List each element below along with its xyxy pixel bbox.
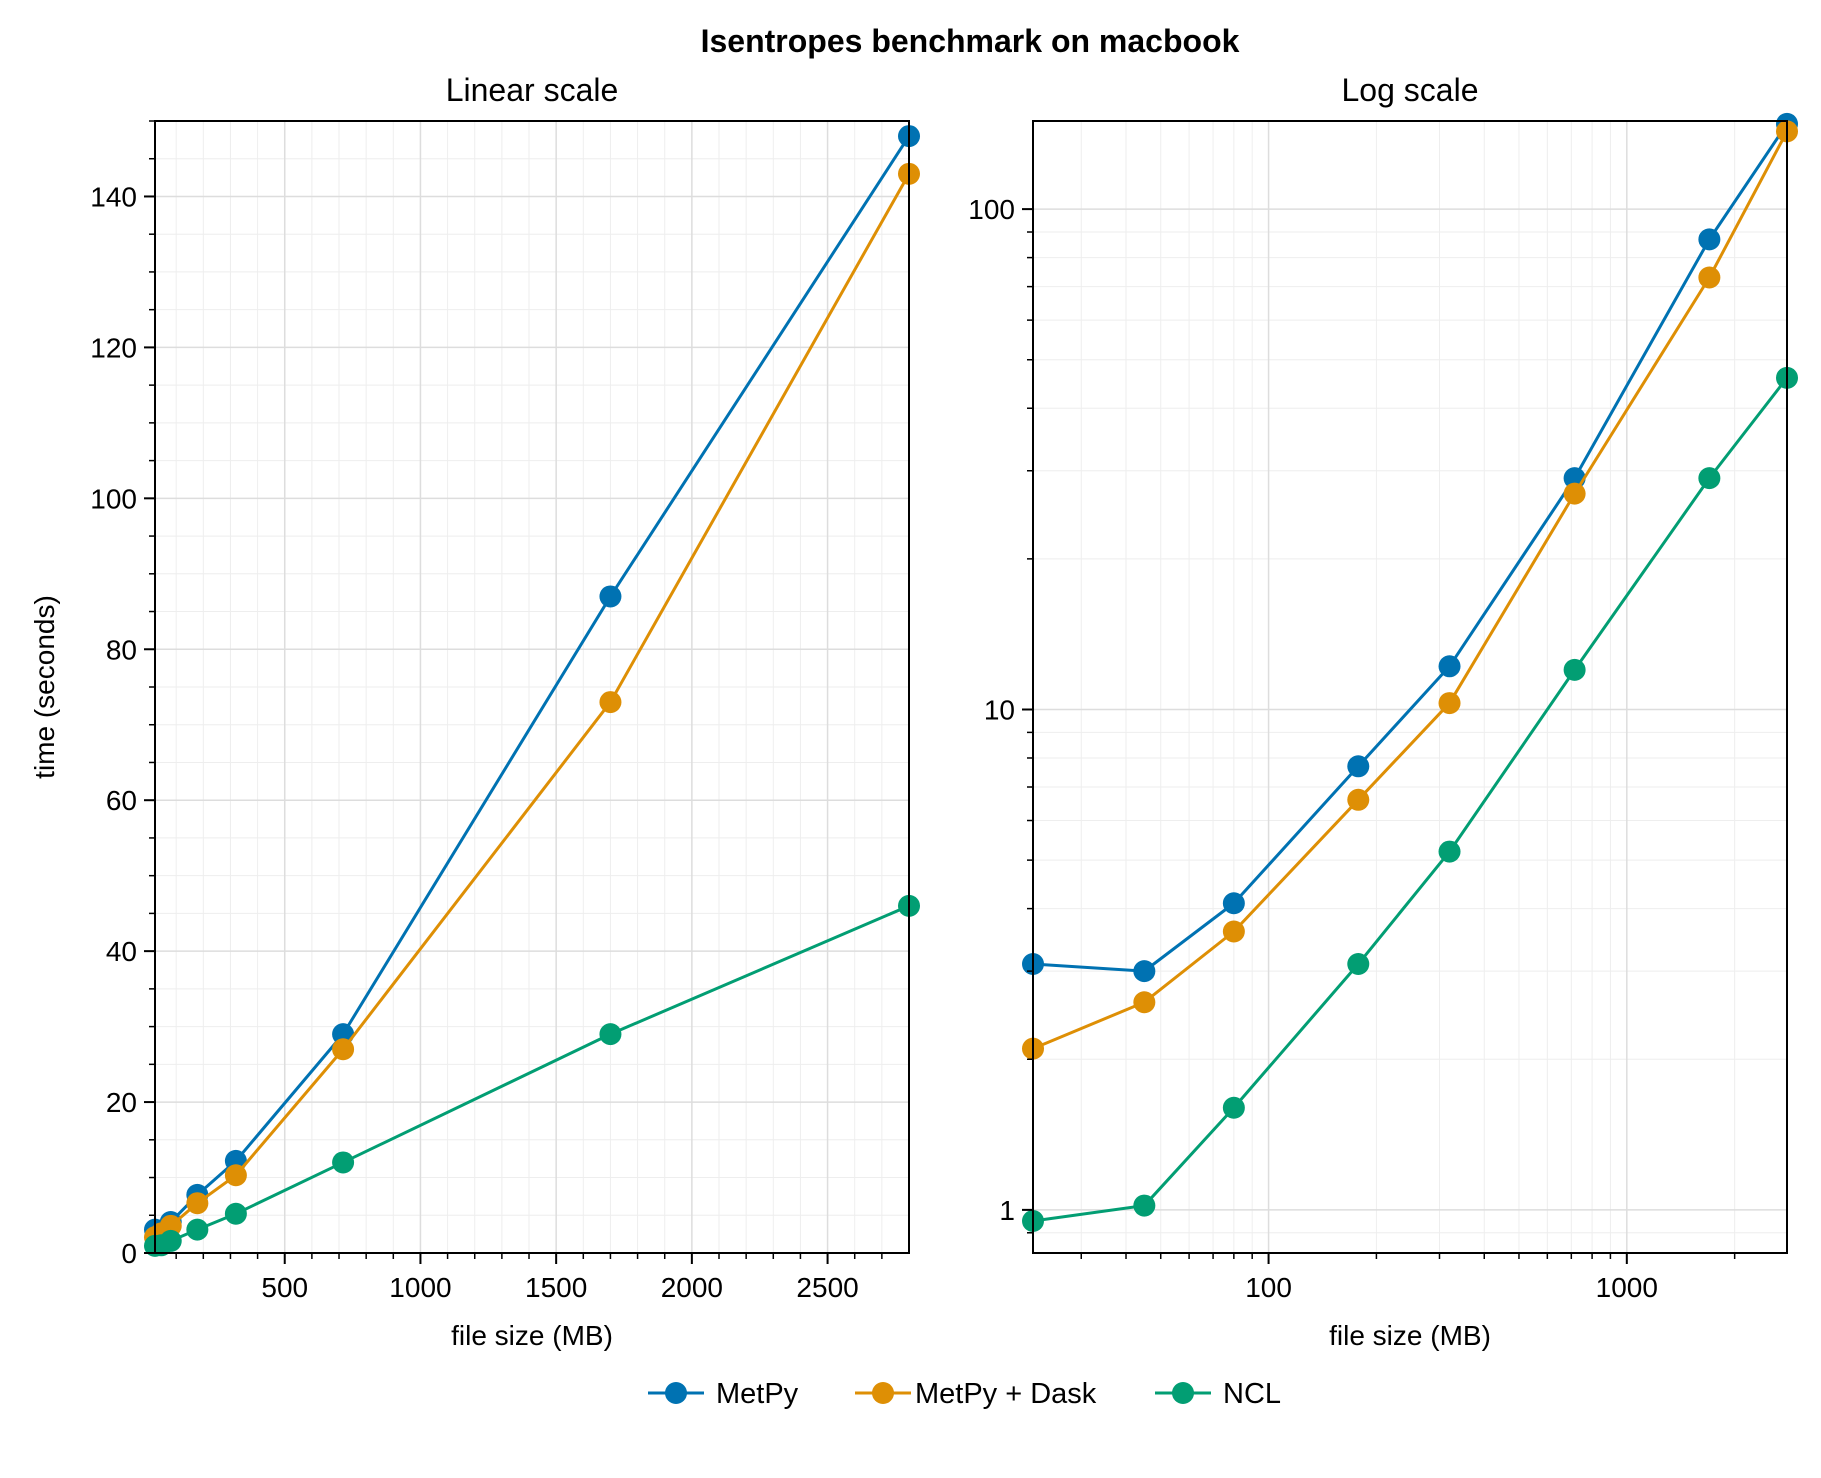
left-data-point-metpy-dask [186,1192,209,1215]
left-series-line-metpy [154,135,911,1232]
left-panel-title: Linear scale [446,72,619,108]
left-x-tick-label: 1000 [389,1272,451,1303]
right-series-line-metpy [1032,123,1789,973]
right-plot-frame [1032,120,1788,1254]
left-y-tick-label: 140 [90,181,137,212]
right-y-tick-label: 1 [999,1195,1015,1226]
legend-item-metpy[interactable]: MetPy [648,1378,799,1410]
left-x-tick-label: 500 [261,1272,308,1303]
right-data-point-metpy-dask [1133,991,1156,1014]
left-data-point-ncl [186,1218,209,1241]
right-data-point-metpy [1222,892,1245,915]
left-data-point-metpy [599,585,622,608]
right-data-point-ncl [1438,840,1461,863]
left-y-tick-label: 60 [106,785,137,816]
right-data-point-metpy-dask [1563,482,1586,505]
left-data-point-ncl [332,1151,355,1174]
left-series-line-ncl [154,904,910,1248]
legend-item-metpy-dask[interactable]: MetPy + Dask [855,1378,1097,1410]
left-y-tick-label: 100 [90,483,137,514]
right-series-line-metpy-dask [1032,130,1789,1051]
left-y-tick-label: 40 [106,936,137,967]
left-y-tick-label: 0 [121,1238,137,1269]
legend-marker-ncl [1172,1382,1194,1404]
right-data-point-metpy [1133,960,1156,983]
left-x-tick-label: 2000 [661,1272,723,1303]
left-data-point-ncl [599,1023,622,1046]
right-x-tick-label: 100 [1245,1272,1292,1303]
right-data-point-metpy-dask [1347,788,1370,811]
legend: MetPy MetPy + Dask NCL [648,1378,1281,1410]
figure-title: Isentropes benchmark on macbook [701,23,1240,59]
right-data-point-metpy [1698,228,1721,251]
left-data-point-metpy-dask [159,1214,182,1237]
right-data-point-metpy-dask [1222,920,1245,943]
right-data-point-metpy [1347,755,1370,778]
right-data-point-metpy-dask [1698,266,1721,289]
left-data-point-ncl [159,1229,182,1252]
right-data-point-ncl [1698,467,1721,490]
left-y-axis-label: time (seconds) [29,595,60,779]
left-x-tick-label: 2500 [796,1272,858,1303]
left-y-tick-label: 80 [106,634,137,665]
right-panel-title: Log scale [1342,72,1479,108]
left-series-line-metpy-dask [154,173,911,1239]
right-x-tick-label: 1000 [1596,1272,1658,1303]
legend-item-ncl[interactable]: NCL [1155,1378,1281,1410]
right-data-point-metpy [1438,655,1461,678]
left-y-tick-label: 120 [90,332,137,363]
left-data-point-ncl [224,1202,247,1225]
left-y-tick-label: 20 [106,1087,137,1118]
left-data-point-metpy-dask [332,1038,355,1061]
right-data-point-ncl [1347,953,1370,976]
right-panel: Log scale 100 1000 1 10 100 file size (MB) [968,72,1798,1351]
right-data-point-ncl [1563,658,1586,681]
right-data-point-ncl [1133,1194,1156,1217]
legend-label-ncl: NCL [1223,1378,1281,1410]
right-data-point-ncl [1222,1096,1245,1119]
right-series-line-ncl [1032,376,1789,1223]
legend-marker-metpy [665,1382,687,1404]
right-y-tick-label: 100 [968,194,1015,225]
left-x-axis-label: file size (MB) [451,1320,613,1351]
left-x-tick-label: 1500 [525,1272,587,1303]
left-data-point-metpy-dask [224,1164,247,1187]
right-y-tick-label: 10 [984,694,1015,725]
legend-label-metpy-dask: MetPy + Dask [915,1378,1097,1410]
legend-marker-metpy-dask [872,1382,894,1404]
left-panel: Linear scale 500 1000 1500 2000 2500 0 20 40 60 8… [29,72,920,1351]
left-data-point-metpy-dask [599,691,622,714]
right-data-point-metpy-dask [1438,692,1461,715]
legend-label-metpy: MetPy [716,1378,799,1410]
right-x-axis-label: file size (MB) [1329,1320,1491,1351]
